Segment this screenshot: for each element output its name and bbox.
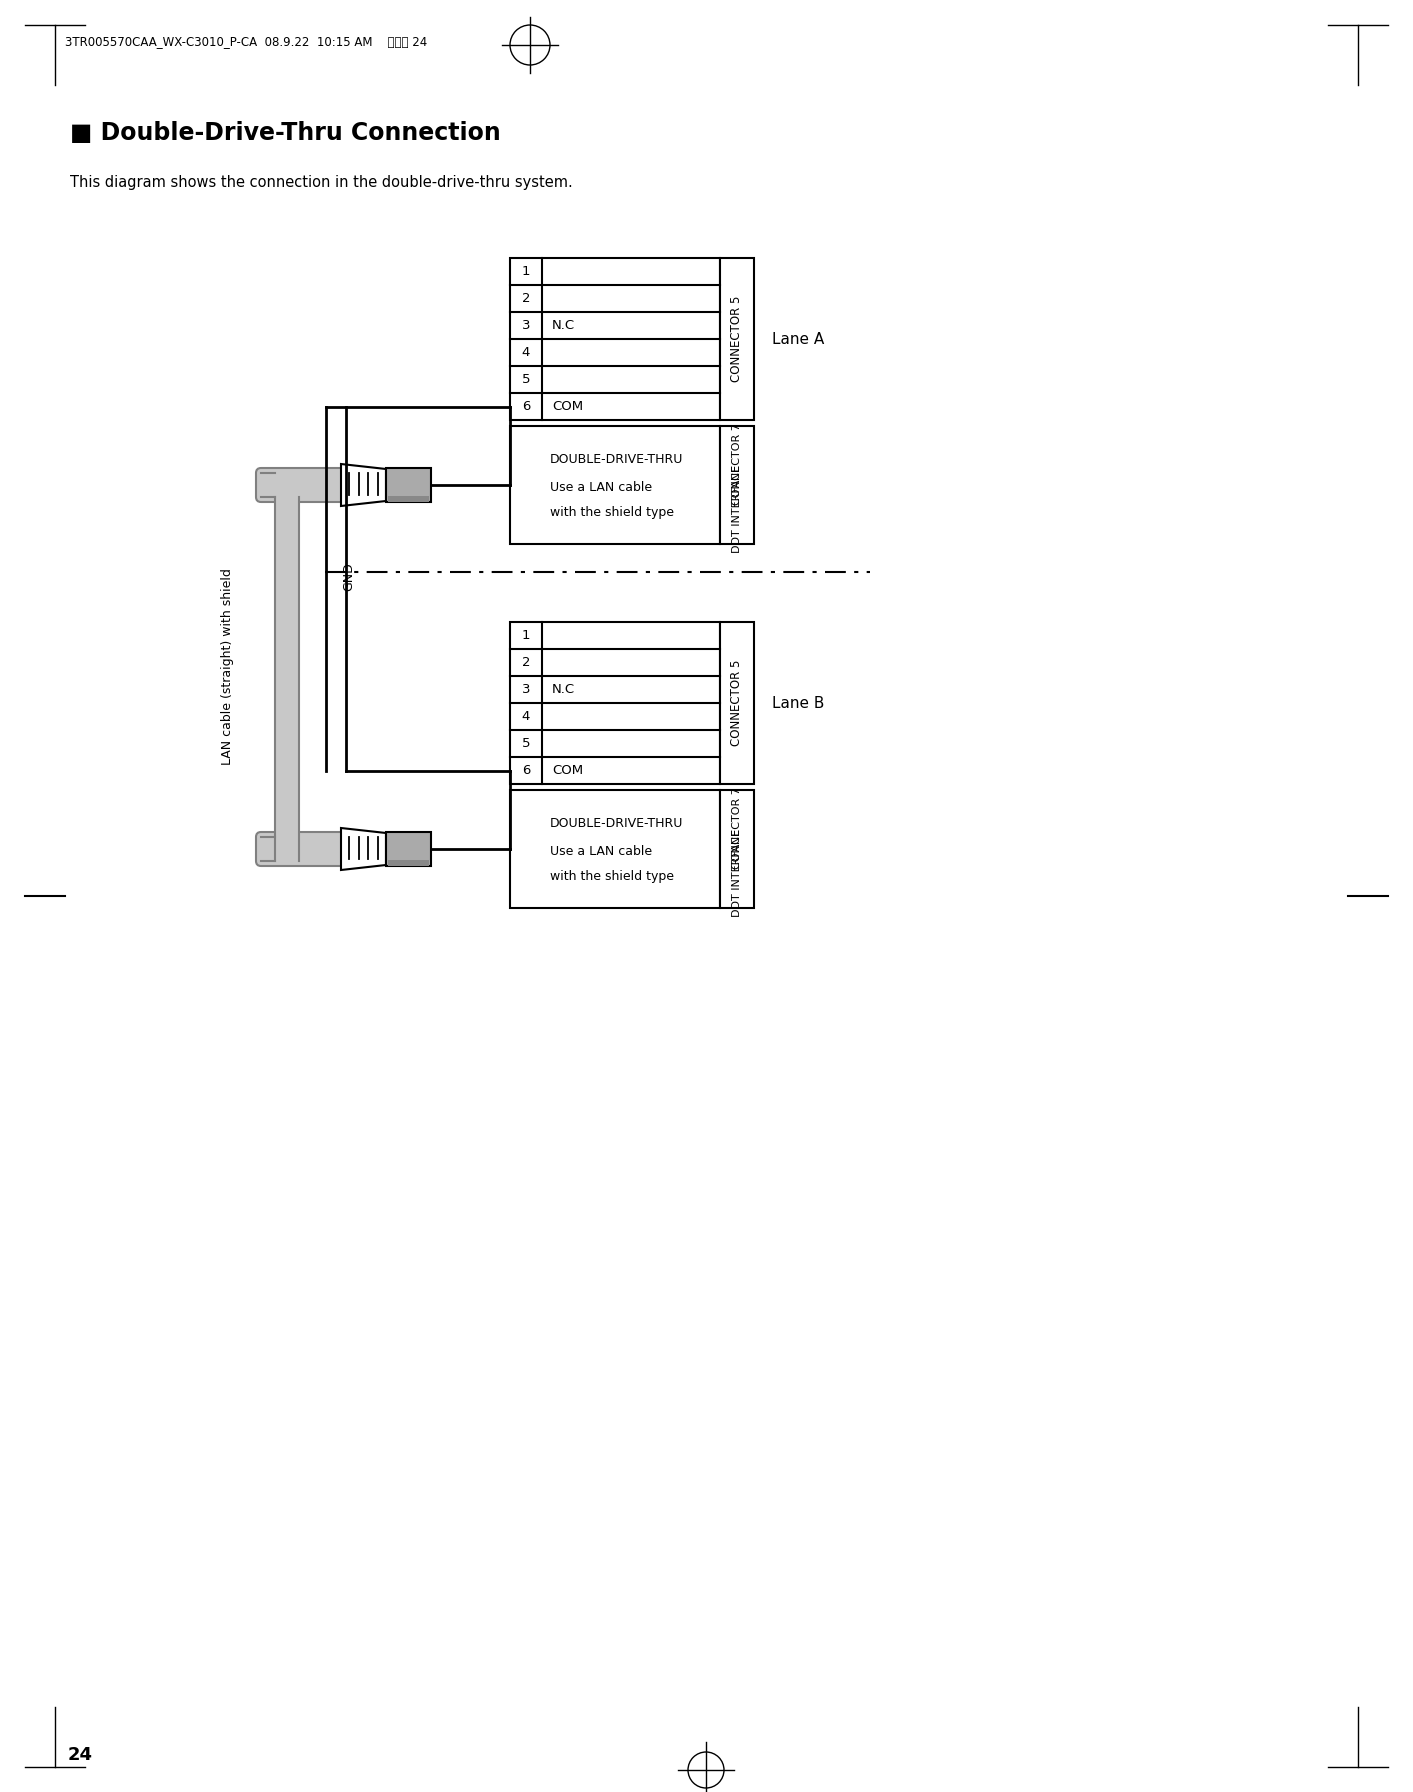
Text: N.C: N.C — [552, 319, 575, 332]
Text: CONNECTOR 7: CONNECTOR 7 — [732, 423, 742, 505]
Text: 1: 1 — [521, 629, 530, 642]
Text: with the shield type: with the shield type — [550, 869, 674, 883]
Polygon shape — [341, 464, 386, 505]
Polygon shape — [341, 828, 386, 869]
Text: Use a LAN cable: Use a LAN cable — [550, 844, 653, 858]
Text: LAN cable (straight) with shield: LAN cable (straight) with shield — [222, 568, 235, 765]
Text: with the shield type: with the shield type — [550, 505, 674, 518]
Bar — [721, 790, 755, 909]
Bar — [510, 426, 721, 545]
Text: DOUBLE-DRIVE-THRU: DOUBLE-DRIVE-THRU — [550, 817, 684, 830]
Bar — [721, 426, 755, 545]
Text: Lane A: Lane A — [771, 332, 824, 346]
Text: 5: 5 — [521, 737, 530, 751]
Text: CONNECTOR 5: CONNECTOR 5 — [731, 659, 743, 745]
Text: N.C: N.C — [552, 683, 575, 695]
Text: 6: 6 — [521, 763, 530, 778]
Bar — [721, 258, 755, 419]
Text: Lane B: Lane B — [771, 695, 824, 710]
Bar — [389, 860, 430, 866]
Text: DDT INTERFACE: DDT INTERFACE — [732, 464, 742, 552]
Text: CONNECTOR 5: CONNECTOR 5 — [731, 296, 743, 382]
Text: DOUBLE-DRIVE-THRU: DOUBLE-DRIVE-THRU — [550, 453, 684, 466]
Bar — [510, 258, 721, 419]
FancyBboxPatch shape — [256, 468, 346, 502]
Text: ■ Double-Drive-Thru Connection: ■ Double-Drive-Thru Connection — [71, 122, 500, 145]
Text: 5: 5 — [521, 373, 530, 385]
Text: 3: 3 — [521, 683, 530, 695]
Bar — [276, 496, 300, 860]
Bar — [389, 496, 430, 502]
Text: 3TR005570CAA_WX-C3010_P-CA  08.9.22  10:15 AM    ペーじ 24: 3TR005570CAA_WX-C3010_P-CA 08.9.22 10:15… — [65, 36, 427, 48]
Text: COM: COM — [552, 400, 584, 412]
Text: 2: 2 — [521, 656, 530, 668]
Bar — [386, 468, 431, 502]
Text: 4: 4 — [521, 710, 530, 722]
Text: 2: 2 — [521, 292, 530, 305]
Text: 1: 1 — [521, 265, 530, 278]
Bar — [721, 622, 755, 785]
Text: CONNECTOR 7: CONNECTOR 7 — [732, 787, 742, 869]
Text: 3: 3 — [521, 319, 530, 332]
Text: 24: 24 — [68, 1745, 93, 1763]
Text: GND: GND — [342, 563, 355, 591]
Bar — [510, 790, 721, 909]
Text: 6: 6 — [521, 400, 530, 412]
Bar — [266, 837, 276, 860]
FancyBboxPatch shape — [256, 831, 346, 866]
Bar — [266, 473, 276, 496]
Text: Use a LAN cable: Use a LAN cable — [550, 480, 653, 495]
Text: COM: COM — [552, 763, 584, 778]
Text: 4: 4 — [521, 346, 530, 358]
Bar — [386, 831, 431, 866]
Bar — [510, 622, 721, 785]
Text: This diagram shows the connection in the double-drive-thru system.: This diagram shows the connection in the… — [71, 174, 572, 190]
Text: DDT INTERFACE: DDT INTERFACE — [732, 828, 742, 916]
